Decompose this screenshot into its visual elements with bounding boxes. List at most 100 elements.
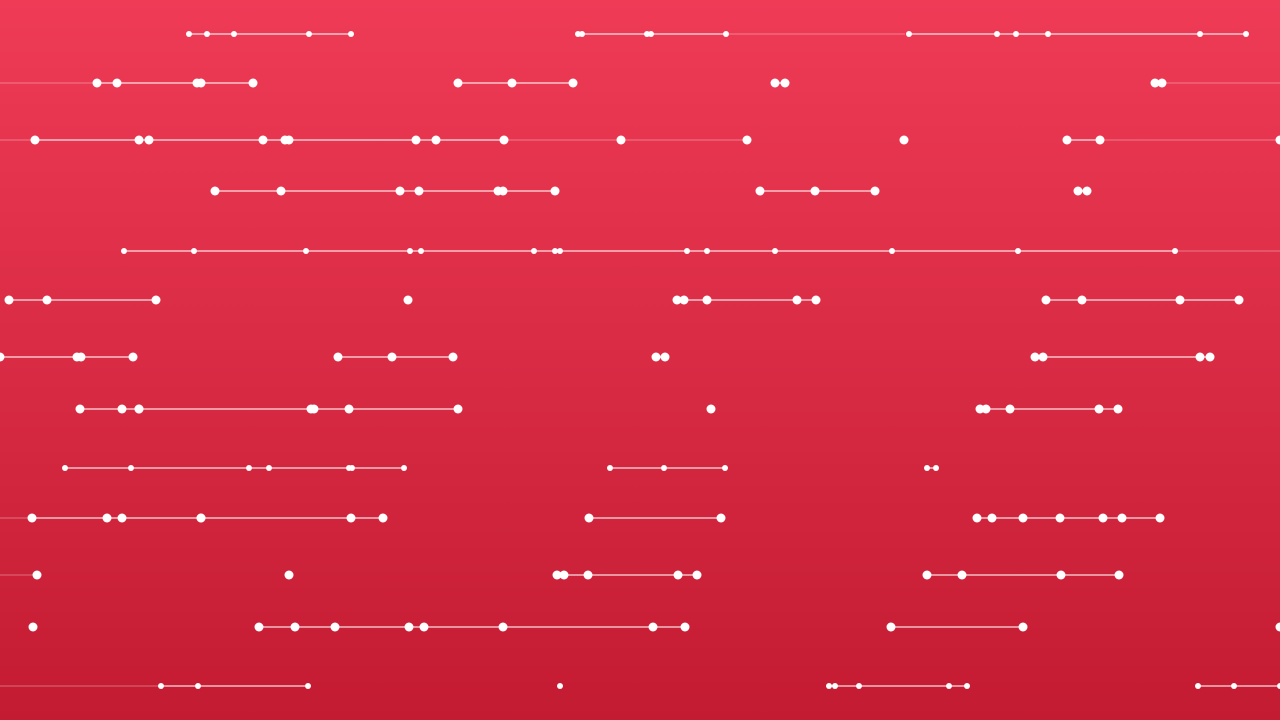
dot	[1234, 295, 1244, 305]
dot	[1114, 570, 1124, 580]
dot	[498, 186, 508, 196]
dot	[62, 465, 68, 471]
dot	[780, 78, 790, 88]
dot	[246, 465, 252, 471]
dot	[117, 513, 127, 523]
dot	[309, 404, 319, 414]
dot	[552, 248, 558, 254]
dot	[407, 248, 413, 254]
dot	[972, 513, 982, 523]
dot	[792, 295, 802, 305]
dot	[134, 404, 144, 414]
dot	[552, 570, 562, 580]
dot	[924, 465, 930, 471]
dot	[333, 352, 343, 362]
dot	[1082, 186, 1092, 196]
dot	[290, 622, 300, 632]
dot	[706, 404, 716, 414]
dot	[899, 135, 909, 145]
dot	[348, 31, 354, 37]
dot	[579, 31, 585, 37]
dot	[32, 570, 42, 580]
dot	[1113, 404, 1123, 414]
dot	[404, 622, 414, 632]
dot	[886, 622, 896, 632]
dot	[128, 352, 138, 362]
dot	[151, 295, 161, 305]
dot	[648, 622, 658, 632]
dot	[648, 31, 654, 37]
dot	[1055, 513, 1065, 523]
dot	[1030, 352, 1040, 362]
dot	[1013, 31, 1019, 37]
dot	[889, 248, 895, 254]
dot	[1117, 513, 1127, 523]
dot	[266, 465, 272, 471]
dot	[254, 622, 264, 632]
dot	[303, 248, 309, 254]
dot	[1231, 683, 1237, 689]
dot	[196, 513, 206, 523]
dot	[112, 78, 122, 88]
dot	[210, 186, 220, 196]
dot	[498, 622, 508, 632]
dot	[42, 295, 52, 305]
dot	[27, 513, 37, 523]
dot	[305, 683, 311, 689]
dot	[76, 352, 86, 362]
dot	[832, 683, 838, 689]
dot	[1197, 31, 1203, 37]
dot	[4, 295, 14, 305]
dot	[559, 570, 569, 580]
dot	[344, 404, 354, 414]
dot	[378, 513, 388, 523]
dot	[196, 78, 206, 88]
dot	[204, 31, 210, 37]
dot	[772, 248, 778, 254]
dot	[702, 295, 712, 305]
dot	[856, 683, 862, 689]
dot	[964, 683, 970, 689]
dot	[1073, 186, 1083, 196]
dot	[1150, 78, 1160, 88]
dot	[453, 404, 463, 414]
dot	[1175, 295, 1185, 305]
dot	[117, 404, 127, 414]
dot	[557, 683, 563, 689]
dot	[722, 465, 728, 471]
dot	[258, 135, 268, 145]
dot	[810, 186, 820, 196]
dot	[684, 248, 690, 254]
dot	[403, 295, 413, 305]
dot	[679, 295, 689, 305]
dot	[568, 78, 578, 88]
dot	[102, 513, 112, 523]
dot	[30, 135, 40, 145]
dot	[134, 135, 144, 145]
dot	[158, 683, 164, 689]
dot	[994, 31, 1000, 37]
dot	[981, 404, 991, 414]
dot	[1018, 513, 1028, 523]
dot	[1056, 570, 1066, 580]
dot	[531, 248, 537, 254]
dot	[826, 683, 832, 689]
dot	[284, 570, 294, 580]
dot	[1195, 352, 1205, 362]
dot	[1005, 404, 1015, 414]
dot	[349, 465, 355, 471]
dot	[946, 683, 952, 689]
dot	[121, 248, 127, 254]
dot	[1098, 513, 1108, 523]
dot	[716, 513, 726, 523]
dot	[957, 570, 967, 580]
dot	[742, 135, 752, 145]
dot	[1155, 513, 1165, 523]
dot	[346, 513, 356, 523]
dot	[1277, 683, 1280, 689]
dot	[583, 570, 593, 580]
dot	[499, 135, 509, 145]
dot	[248, 78, 258, 88]
